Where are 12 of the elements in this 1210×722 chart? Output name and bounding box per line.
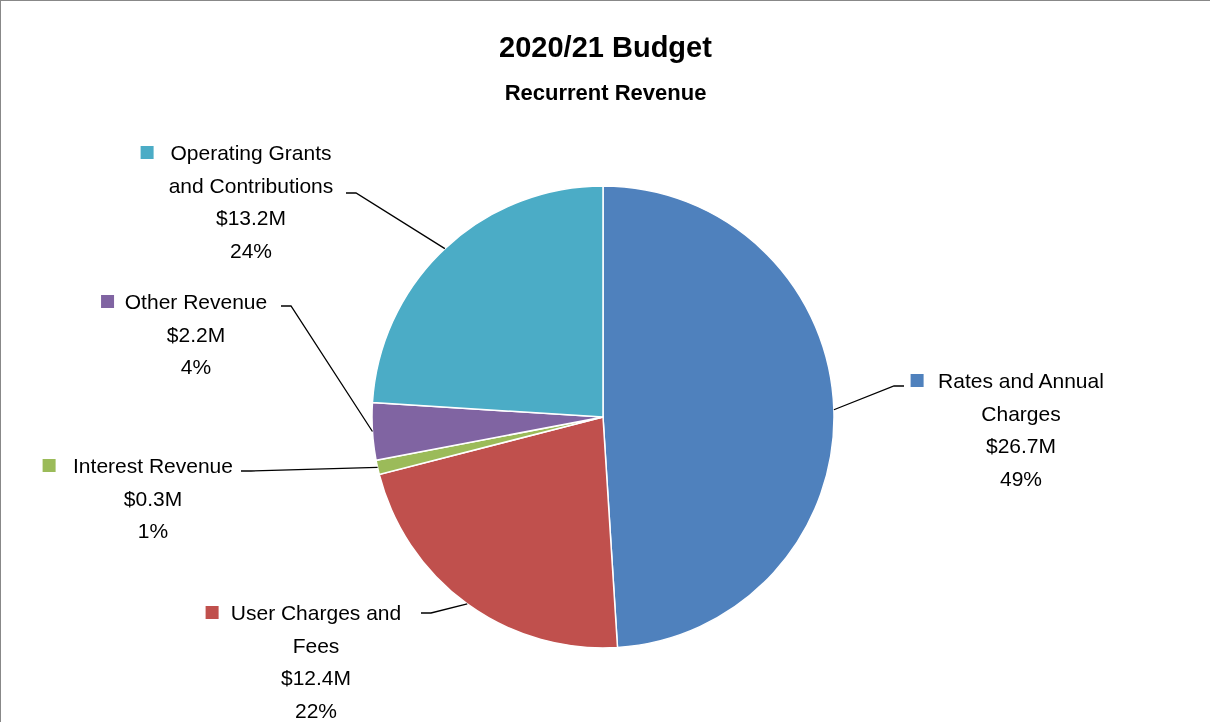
data-label: $13.2M 24% bbox=[215, 206, 287, 262]
data-label: $12.4M 22% bbox=[280, 666, 352, 722]
legend-label: Rates and Annual Charges bbox=[938, 369, 1104, 425]
data-label: $2.2M 4% bbox=[166, 322, 226, 378]
legend-label: Interest Revenue bbox=[73, 454, 233, 477]
legend-label: Operating Grants and Contributions bbox=[168, 141, 334, 197]
chart-subtitle: Recurrent Revenue bbox=[503, 80, 708, 106]
data-label: $0.3M 1% bbox=[123, 486, 183, 542]
legend-label: Other Revenue bbox=[124, 290, 268, 313]
legend-label: User Charges and Fees bbox=[230, 601, 402, 657]
data-label: $26.7M 49% bbox=[985, 434, 1057, 490]
chart-title: 2020/21 Budget bbox=[498, 31, 713, 64]
